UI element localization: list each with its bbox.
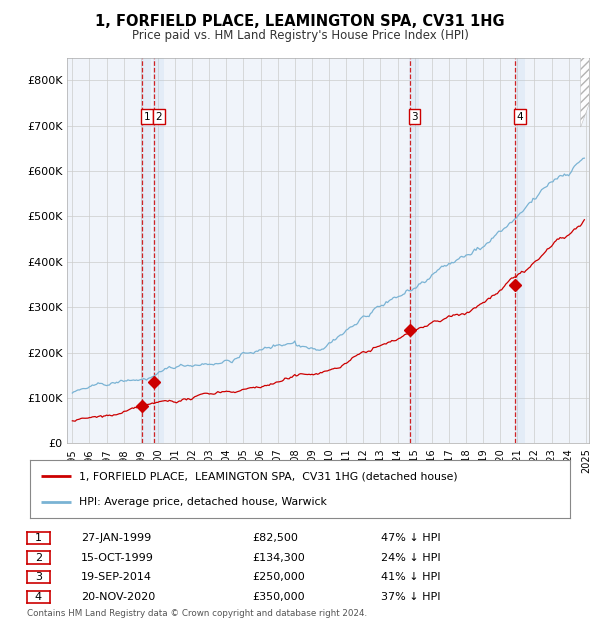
Text: 4: 4 bbox=[35, 591, 42, 601]
Bar bbox=[141, 58, 151, 443]
Bar bbox=[515, 58, 525, 443]
Text: 47% ↓ HPI: 47% ↓ HPI bbox=[381, 533, 440, 543]
Bar bbox=[409, 58, 419, 443]
Text: 1, FORFIELD PLACE, LEAMINGTON SPA, CV31 1HG: 1, FORFIELD PLACE, LEAMINGTON SPA, CV31 … bbox=[95, 14, 505, 29]
Text: 24% ↓ HPI: 24% ↓ HPI bbox=[381, 552, 440, 562]
Text: 1, FORFIELD PLACE,  LEAMINGTON SPA,  CV31 1HG (detached house): 1, FORFIELD PLACE, LEAMINGTON SPA, CV31 … bbox=[79, 471, 457, 481]
Text: 4: 4 bbox=[517, 112, 523, 122]
Polygon shape bbox=[581, 58, 589, 127]
Text: £250,000: £250,000 bbox=[252, 572, 305, 582]
Text: 3: 3 bbox=[35, 572, 42, 582]
Text: 3: 3 bbox=[411, 112, 418, 122]
Bar bbox=[154, 58, 164, 443]
Text: 1: 1 bbox=[35, 533, 42, 543]
Text: £82,500: £82,500 bbox=[252, 533, 298, 543]
Text: 37% ↓ HPI: 37% ↓ HPI bbox=[381, 591, 440, 601]
Text: Price paid vs. HM Land Registry's House Price Index (HPI): Price paid vs. HM Land Registry's House … bbox=[131, 30, 469, 42]
Text: Contains HM Land Registry data © Crown copyright and database right 2024.
This d: Contains HM Land Registry data © Crown c… bbox=[27, 609, 367, 620]
Text: 19-SEP-2014: 19-SEP-2014 bbox=[81, 572, 152, 582]
Text: £134,300: £134,300 bbox=[252, 552, 305, 562]
Text: 15-OCT-1999: 15-OCT-1999 bbox=[81, 552, 154, 562]
Text: 2: 2 bbox=[35, 552, 42, 562]
Text: 20-NOV-2020: 20-NOV-2020 bbox=[81, 591, 155, 601]
Text: 41% ↓ HPI: 41% ↓ HPI bbox=[381, 572, 440, 582]
Text: HPI: Average price, detached house, Warwick: HPI: Average price, detached house, Warw… bbox=[79, 497, 326, 507]
Text: 2: 2 bbox=[155, 112, 163, 122]
Text: 27-JAN-1999: 27-JAN-1999 bbox=[81, 533, 151, 543]
Text: £350,000: £350,000 bbox=[252, 591, 305, 601]
Text: 1: 1 bbox=[143, 112, 150, 122]
